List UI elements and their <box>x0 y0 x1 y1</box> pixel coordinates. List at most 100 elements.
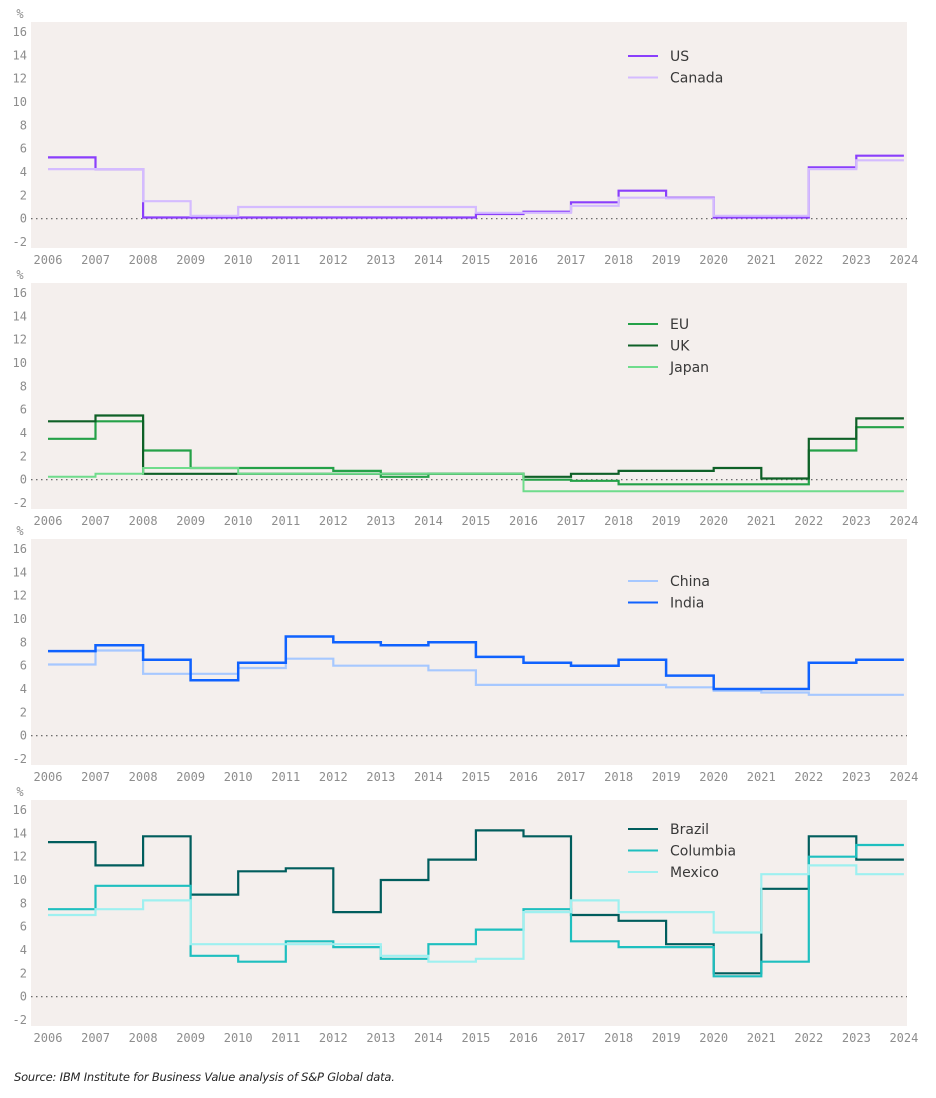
x-tick-label: 2012 <box>319 514 348 528</box>
x-tick-label: 2017 <box>557 770 586 784</box>
x-tick-label: 2006 <box>34 514 63 528</box>
x-tick-label: 2021 <box>747 253 776 267</box>
x-tick-label: 2020 <box>699 770 728 784</box>
x-tick-label: 2018 <box>604 514 633 528</box>
source-note: Source: IBM Institute for Business Value… <box>14 1070 395 1084</box>
y-tick-label: 10 <box>13 356 27 370</box>
x-tick-label: 2009 <box>176 1031 205 1045</box>
legend-label-mexico: Mexico <box>670 865 719 881</box>
y-tick-label: 8 <box>20 896 27 910</box>
x-tick-label: 2020 <box>699 1031 728 1045</box>
x-tick-label: 2016 <box>509 253 538 267</box>
x-tick-label: 2012 <box>319 253 348 267</box>
y-tick-label: -2 <box>13 1013 27 1027</box>
y-tick-label: 16 <box>13 286 27 300</box>
x-tick-label: 2008 <box>129 514 158 528</box>
x-tick-label: 2021 <box>747 770 776 784</box>
y-tick-label: -2 <box>13 496 27 510</box>
y-tick-label: 10 <box>13 873 27 887</box>
x-tick-label: 2022 <box>794 253 823 267</box>
x-tick-label: 2022 <box>794 1031 823 1045</box>
x-tick-label: 2009 <box>176 770 205 784</box>
x-tick-label: 2015 <box>461 514 490 528</box>
x-tick-label: 2009 <box>176 253 205 267</box>
x-tick-label: 2019 <box>652 770 681 784</box>
y-tick-label: 6 <box>20 659 27 673</box>
y-unit-label: % <box>16 524 24 538</box>
y-tick-label: 4 <box>20 165 27 179</box>
y-tick-label: 8 <box>20 379 27 393</box>
x-tick-label: 2020 <box>699 514 728 528</box>
series-line-japan <box>48 467 904 493</box>
chart-panel-2: % 16 14 12 10 8 6 4 2 0 -2 2006 2007 2008 2009 2010 2011… <box>13 268 919 528</box>
y-tick-label: 10 <box>13 612 27 626</box>
y-tick-label: 12 <box>13 333 27 347</box>
y-tick-label: 4 <box>20 943 27 957</box>
x-tick-label: 2020 <box>699 253 728 267</box>
x-tick-label: 2023 <box>842 770 871 784</box>
x-tick-label: 2013 <box>366 770 395 784</box>
x-tick-label: 2011 <box>271 253 300 267</box>
x-tick-label: 2013 <box>366 1031 395 1045</box>
x-tick-label: 2012 <box>319 770 348 784</box>
x-tick-label: 2007 <box>81 253 110 267</box>
x-tick-label: 2023 <box>842 514 871 528</box>
legend-label-india: India <box>670 596 704 612</box>
x-tick-label: 2008 <box>129 253 158 267</box>
x-tick-label: 2007 <box>81 770 110 784</box>
y-tick-label: 2 <box>20 449 27 463</box>
legend-label-china: China <box>670 574 710 590</box>
x-tick-label: 2014 <box>414 1031 443 1045</box>
y-unit-label: % <box>16 268 24 282</box>
series-line-mexico <box>48 864 904 963</box>
y-tick-label: 4 <box>20 426 27 440</box>
y-tick-label: 12 <box>13 72 27 86</box>
y-tick-label: 4 <box>20 682 27 696</box>
x-tick-label: 2014 <box>414 770 443 784</box>
y-tick-label: -2 <box>13 752 27 766</box>
y-tick-label: 12 <box>13 589 27 603</box>
plot-background <box>31 539 907 765</box>
x-tick-label: 2007 <box>81 514 110 528</box>
x-tick-label: 2011 <box>271 514 300 528</box>
y-tick-label: 0 <box>20 729 27 743</box>
x-tick-label: 2023 <box>842 1031 871 1045</box>
series-line-canada <box>48 159 904 217</box>
legend-label-eu: EU <box>670 317 689 333</box>
x-tick-label: 2006 <box>34 253 63 267</box>
y-tick-label: 16 <box>13 803 27 817</box>
x-tick-label: 2022 <box>794 770 823 784</box>
series-line-columbia <box>48 843 904 978</box>
x-tick-label: 2008 <box>129 770 158 784</box>
x-tick-label: 2018 <box>604 253 633 267</box>
x-tick-label: 2015 <box>461 770 490 784</box>
legend-label-uk: UK <box>670 339 690 355</box>
x-tick-label: 2019 <box>652 514 681 528</box>
chart-panel-3: % 16 14 12 10 8 6 4 2 0 -2 2006 2007 2008 2009 2010 2011… <box>13 524 919 784</box>
y-tick-label: 6 <box>20 142 27 156</box>
legend-label-columbia: Columbia <box>670 844 736 860</box>
x-tick-label: 2018 <box>604 1031 633 1045</box>
series-line-china <box>48 649 904 696</box>
y-tick-label: 8 <box>20 635 27 649</box>
series-line-uk <box>48 414 904 480</box>
y-tick-label: 16 <box>13 25 27 39</box>
x-tick-label: 2017 <box>557 253 586 267</box>
x-tick-label: 2006 <box>34 1031 63 1045</box>
x-tick-label: 2015 <box>461 1031 490 1045</box>
y-tick-label: 14 <box>13 826 27 840</box>
x-tick-label: 2017 <box>557 514 586 528</box>
y-tick-label: 12 <box>13 850 27 864</box>
y-unit-label: % <box>16 785 24 799</box>
legend-label-us: US <box>670 49 689 65</box>
legend-label-canada: Canada <box>670 71 723 87</box>
y-tick-label: 2 <box>20 966 27 980</box>
x-tick-label: 2022 <box>794 514 823 528</box>
x-tick-label: 2016 <box>509 770 538 784</box>
x-tick-label: 2016 <box>509 514 538 528</box>
y-tick-label: 8 <box>20 118 27 132</box>
y-tick-label: 0 <box>20 212 27 226</box>
x-tick-label: 2010 <box>224 1031 253 1045</box>
x-tick-label: 2021 <box>747 514 776 528</box>
